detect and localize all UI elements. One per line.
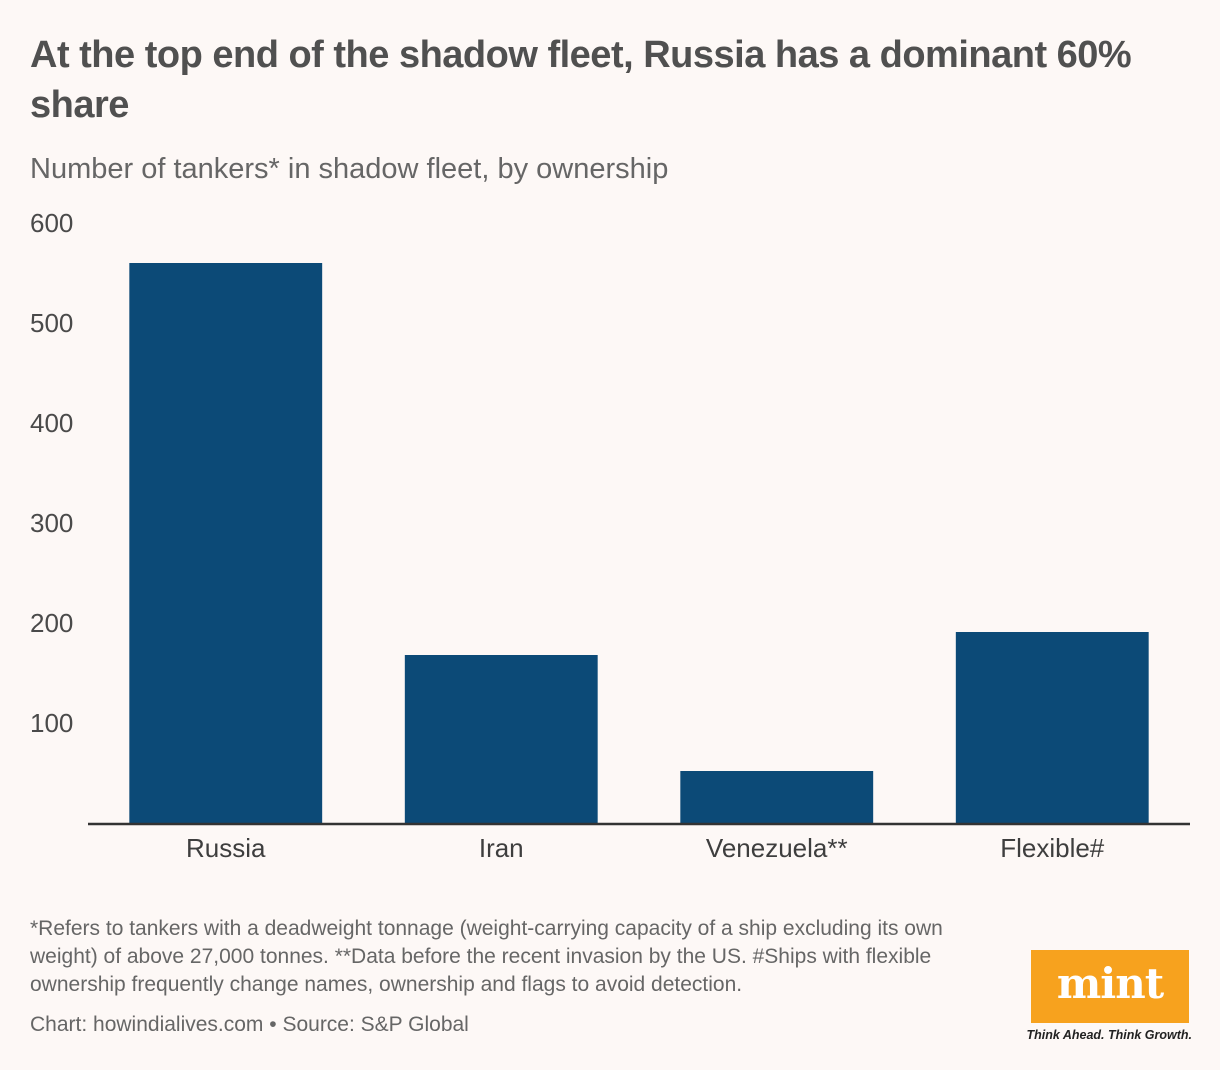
bar-russia (129, 263, 323, 823)
mint-logo: mint (1031, 950, 1189, 1023)
y-tick-label-100: 100 (30, 708, 73, 738)
chart-title: At the top end of the shadow fleet, Russ… (30, 34, 1132, 126)
source-credit: Chart: howindialives.com • Source: S&P G… (30, 1013, 469, 1036)
bar-chart: 100 200 300 400 500 600 Russia Iran Venezuela**… (30, 208, 1190, 863)
footnote: *Refers to tankers with a deadweight ton… (30, 917, 943, 996)
x-label-venezuela: Venezuela** (706, 833, 848, 863)
y-tick-label-300: 300 (30, 508, 73, 538)
bars (129, 263, 1149, 823)
y-tick-label-500: 500 (30, 308, 73, 338)
x-label-iran: Iran (479, 833, 524, 863)
bar-venezuela (680, 771, 874, 823)
x-axis-labels: Russia Iran Venezuela** Flexible# (186, 833, 1105, 863)
y-axis-ticks: 100 200 300 400 500 600 (30, 208, 73, 738)
bar-flexible (955, 632, 1149, 823)
y-tick-label-600: 600 (30, 208, 73, 238)
y-tick-label-200: 200 (30, 608, 73, 638)
x-label-russia: Russia (186, 833, 266, 863)
bar-iran (404, 655, 598, 823)
brand-tagline: Think Ahead. Think Growth. (1026, 1028, 1192, 1042)
chart-subtitle: Number of tankers* in shadow fleet, by o… (30, 153, 669, 185)
y-tick-label-400: 400 (30, 408, 73, 438)
x-label-flexible: Flexible# (1000, 833, 1105, 863)
